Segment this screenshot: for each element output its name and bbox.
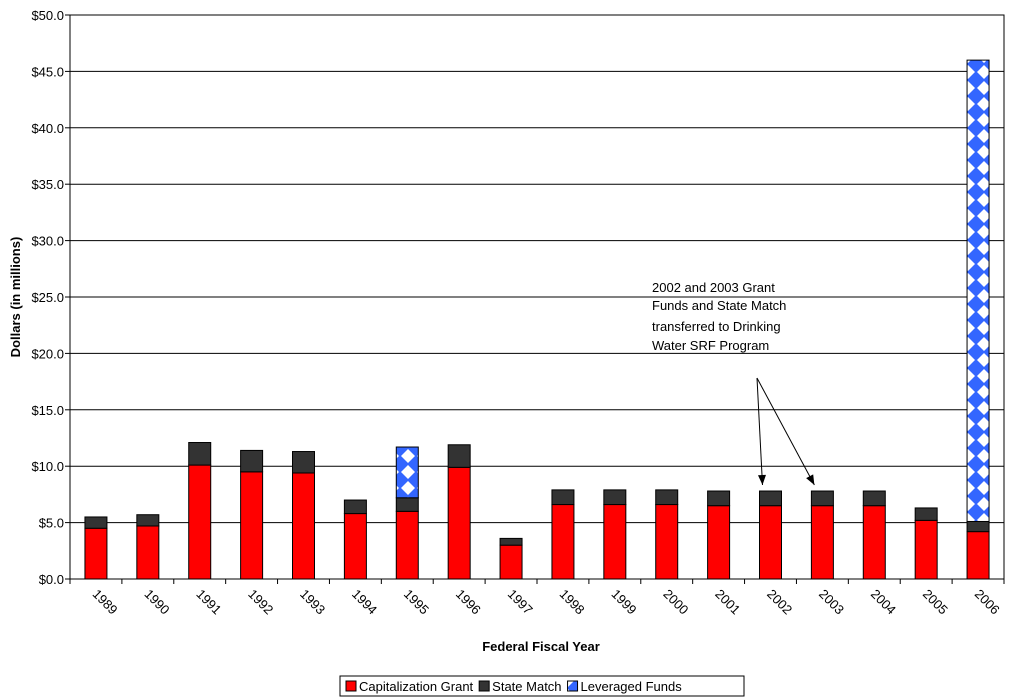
- y-tick-label: $5.0: [39, 516, 64, 531]
- bar-leveraged-funds: [395, 446, 419, 499]
- legend: Capitalization Grant State Match Leveraged…: [339, 675, 745, 697]
- x-axis-ticks: 1989 1990 1991 1992 1993 1994 1995 1996 1997 1998…: [69, 579, 1005, 617]
- bar-state-match: [707, 490, 731, 507]
- x-tick-label: 2006: [972, 586, 1003, 617]
- y-tick-label: $15.0: [31, 403, 64, 418]
- annotation-arrowhead: [757, 474, 766, 486]
- bars: [84, 59, 990, 580]
- bar-capitalization-grant: [395, 510, 419, 580]
- annotation-line: 2002 and 2003 Grant: [652, 280, 775, 295]
- legend-label: Capitalization Grant: [359, 679, 474, 694]
- bar-capitalization-grant: [447, 466, 471, 580]
- bar-state-match: [810, 490, 834, 507]
- y-tick-label: $30.0: [31, 234, 64, 249]
- annotation-arrow: [756, 377, 815, 486]
- bar-capitalization-grant: [136, 525, 160, 580]
- x-tick-label: 1998: [557, 586, 588, 617]
- bar-capitalization-grant: [343, 513, 367, 580]
- bar-state-match: [862, 490, 886, 507]
- annotation-text: 2002 and 2003 Grant Funds and State Matc…: [652, 280, 790, 353]
- x-tick-label: 2001: [712, 586, 743, 617]
- bar-state-match: [655, 489, 679, 506]
- legend-swatch: [345, 680, 357, 692]
- bar-capitalization-grant: [655, 504, 679, 580]
- annotation-line: transferred to Drinking: [652, 319, 781, 334]
- x-tick-label: 1994: [349, 586, 380, 617]
- y-tick-label: $20.0: [31, 346, 64, 361]
- bar-state-match: [447, 444, 471, 468]
- x-tick-label: 2004: [868, 586, 899, 617]
- annotation-arrows: [756, 377, 815, 486]
- bar-capitalization-grant: [551, 504, 575, 580]
- annotation-line: Funds and State Match: [652, 298, 786, 313]
- annotation-arrow: [756, 377, 763, 486]
- legend-box: [339, 675, 745, 697]
- bar-capitalization-grant: [603, 504, 627, 580]
- x-axis-title: Federal Fiscal Year: [482, 639, 600, 654]
- bar-capitalization-grant: [188, 464, 212, 580]
- bar-state-match: [759, 490, 782, 507]
- bar-capitalization-grant: [707, 505, 731, 580]
- bar-state-match: [499, 537, 523, 546]
- bar-state-match: [966, 520, 990, 533]
- x-tick-label: 1990: [141, 586, 172, 617]
- bar-capitalization-grant: [759, 505, 782, 580]
- x-tick-label: 1999: [608, 586, 639, 617]
- x-tick-label: 2003: [816, 586, 847, 617]
- bar-state-match: [292, 451, 315, 474]
- y-tick-label: $10.0: [31, 459, 64, 474]
- bar-capitalization-grant: [292, 472, 315, 580]
- bar-state-match: [551, 489, 575, 506]
- x-tick-label: 2005: [920, 586, 951, 617]
- x-tick-label: 1993: [297, 586, 328, 617]
- legend-item-leveraged-funds: Leveraged Funds: [567, 679, 683, 694]
- y-tick-label: $0.0: [39, 572, 64, 587]
- annotation-line: Water SRF Program: [652, 338, 769, 353]
- bar-state-match: [343, 499, 367, 515]
- x-tick-label: 1995: [401, 586, 432, 617]
- x-tick-label: 1992: [245, 586, 276, 617]
- bar-state-match: [914, 507, 938, 521]
- legend-item-capitalization-grant: Capitalization Grant: [345, 679, 474, 694]
- bar-capitalization-grant: [914, 519, 938, 580]
- legend-label: Leveraged Funds: [581, 679, 683, 694]
- x-tick-label: 2000: [660, 586, 691, 617]
- legend-label: State Match: [492, 679, 561, 694]
- x-tick-label: 2002: [764, 586, 795, 617]
- bar-state-match: [240, 449, 264, 473]
- legend-swatch: [478, 680, 490, 692]
- y-axis-title: Dollars (in millions): [8, 237, 23, 358]
- annotation: 2002 and 2003 Grant Funds and State Matc…: [652, 280, 815, 486]
- legend-item-state-match: State Match: [478, 679, 562, 694]
- x-tick-label: 1991: [193, 586, 224, 617]
- y-tick-label: $40.0: [31, 121, 64, 136]
- bar-leveraged-funds: [966, 59, 990, 522]
- y-axis-ticks: $0.0 $5.0 $10.0 $15.0 $20.0 $25.0 $30.0 $35.0 $4…: [31, 8, 70, 587]
- bar-capitalization-grant: [966, 531, 990, 580]
- bar-state-match: [188, 442, 212, 466]
- y-tick-label: $50.0: [31, 8, 64, 23]
- bar-state-match: [395, 497, 419, 512]
- annotation-arrowhead: [806, 474, 815, 486]
- bar-state-match: [136, 514, 160, 527]
- y-tick-label: $35.0: [31, 177, 64, 192]
- bar-state-match: [603, 489, 627, 506]
- bar-capitalization-grant: [862, 505, 886, 580]
- y-tick-label: $45.0: [31, 64, 64, 79]
- x-tick-label: 1997: [505, 586, 536, 617]
- legend-swatch: [567, 680, 579, 692]
- bar-capitalization-grant: [240, 471, 264, 580]
- bar-capitalization-grant: [84, 527, 108, 580]
- bar-capitalization-grant: [499, 544, 523, 580]
- bar-state-match: [84, 516, 108, 529]
- x-tick-label: 1996: [453, 586, 484, 617]
- bar-capitalization-grant: [810, 505, 834, 580]
- y-tick-label: $25.0: [31, 290, 64, 305]
- x-tick-label: 1989: [90, 586, 121, 617]
